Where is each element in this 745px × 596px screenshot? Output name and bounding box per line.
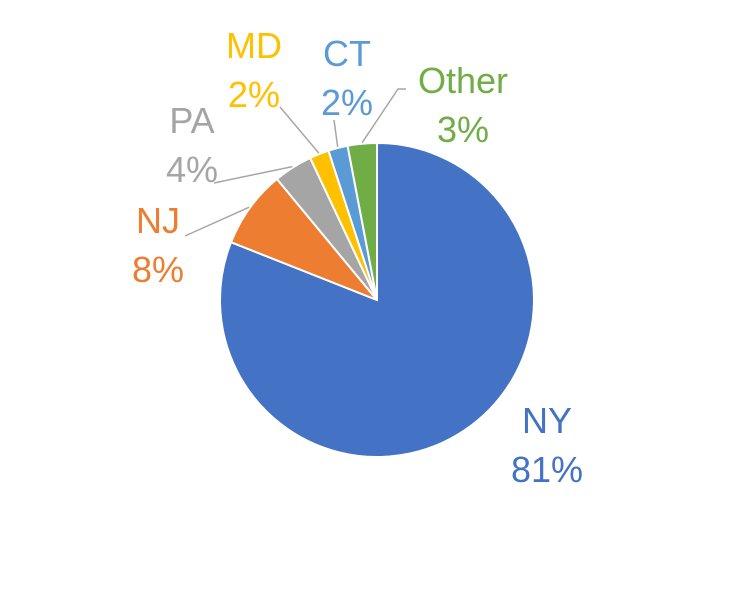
label-ny-percent: 81% — [511, 449, 583, 490]
leader-line-pa — [213, 165, 293, 184]
label-nj-name: NJ — [136, 200, 180, 241]
label-ct-name: CT — [323, 33, 371, 74]
leader-line-ct — [333, 119, 339, 148]
leader-lines — [184, 88, 406, 237]
label-md-percent: 2% — [228, 74, 280, 115]
label-ny-name: NY — [522, 400, 572, 441]
leader-line-md — [279, 106, 320, 154]
label-pa-percent: 4% — [166, 149, 218, 190]
slice-labels: NY 81% NJ 8% PA 4% MD 2% CT 2% Other 3% — [132, 25, 583, 490]
label-other-percent: 3% — [437, 109, 489, 150]
leader-line-other — [361, 88, 406, 144]
label-other-name: Other — [418, 60, 508, 101]
label-pa-name: PA — [169, 100, 214, 141]
label-ct-percent: 2% — [321, 82, 373, 123]
leader-line-nj — [184, 206, 250, 237]
label-nj-percent: 8% — [132, 249, 184, 290]
label-md-name: MD — [226, 25, 282, 66]
slice-other — [346, 141, 378, 301]
pie-slices — [219, 141, 535, 458]
